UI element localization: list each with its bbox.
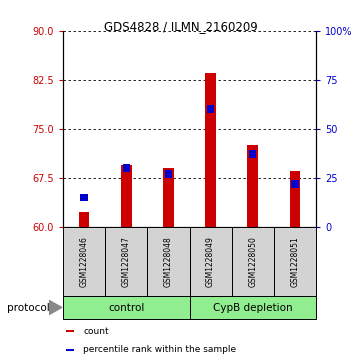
Text: GSM1228048: GSM1228048 <box>164 236 173 287</box>
Text: CypB depletion: CypB depletion <box>213 303 292 313</box>
Text: percentile rank within the sample: percentile rank within the sample <box>83 346 236 354</box>
Bar <box>63 296 190 319</box>
Bar <box>121 165 132 227</box>
Polygon shape <box>49 300 62 315</box>
Bar <box>290 171 300 227</box>
Text: GSM1228046: GSM1228046 <box>80 236 89 287</box>
Bar <box>247 145 258 227</box>
Bar <box>165 170 172 178</box>
Bar <box>190 296 316 319</box>
Bar <box>249 150 256 158</box>
Text: protocol: protocol <box>7 303 50 313</box>
Text: GDS4828 / ILMN_2160209: GDS4828 / ILMN_2160209 <box>104 20 257 33</box>
Bar <box>81 193 88 201</box>
Bar <box>274 227 316 296</box>
Bar <box>291 180 299 188</box>
Bar <box>122 164 130 172</box>
Bar <box>232 227 274 296</box>
Bar <box>66 330 74 332</box>
Bar <box>163 168 174 227</box>
Bar <box>190 227 232 296</box>
Bar <box>79 212 90 227</box>
Text: control: control <box>108 303 144 313</box>
Text: GSM1228049: GSM1228049 <box>206 236 215 287</box>
Text: GSM1228047: GSM1228047 <box>122 236 131 287</box>
Bar <box>105 227 147 296</box>
Text: GSM1228050: GSM1228050 <box>248 236 257 287</box>
Bar <box>147 227 190 296</box>
Bar <box>63 227 105 296</box>
Text: count: count <box>83 327 109 335</box>
Bar <box>207 105 214 113</box>
Bar <box>66 349 74 351</box>
Text: GSM1228051: GSM1228051 <box>290 236 299 287</box>
Bar <box>205 73 216 227</box>
